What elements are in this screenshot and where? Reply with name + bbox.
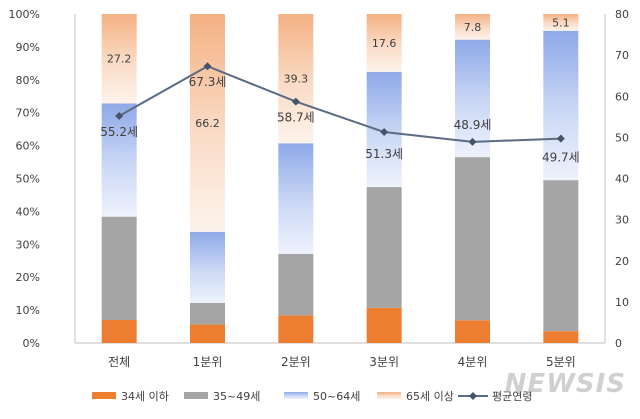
bar-segment (101, 216, 137, 320)
bar-segment (543, 30, 579, 181)
line-value-label: 67.3세 (189, 75, 227, 89)
bar-segment (366, 14, 402, 72)
bar-segment (190, 14, 225, 232)
legend-swatch (284, 392, 308, 399)
line-point (468, 137, 477, 146)
bar-value-label: 27.2 (107, 53, 132, 66)
legend-swatch (184, 392, 208, 399)
y-left-tick-label: 50% (16, 173, 40, 186)
bar-segment (455, 39, 490, 158)
bar-value-label: 7.8 (464, 21, 482, 34)
line-point (203, 62, 212, 71)
y-left-tick-label: 80% (16, 74, 40, 87)
x-tick-label: 3분위 (369, 355, 399, 369)
legend-label: 65세 이상 (406, 390, 454, 403)
bar-segment (543, 180, 579, 332)
bar-segment (366, 307, 402, 343)
legend-swatch (92, 392, 116, 399)
y-right-tick-label: 20 (615, 255, 629, 268)
bar-segment (366, 187, 402, 308)
y-left-tick-label: 40% (16, 205, 40, 218)
line-value-label: 49.7세 (542, 151, 580, 165)
y-left-tick-label: 70% (16, 107, 40, 120)
legend-line-marker (469, 392, 477, 400)
y-right-tick-label: 40 (615, 173, 629, 186)
bar-segment (278, 143, 314, 254)
y-right-tick-label: 30 (615, 214, 629, 227)
bar-value-label: 66.2 (195, 117, 220, 130)
line-point (380, 128, 389, 137)
line-value-label: 55.2세 (100, 125, 138, 139)
average-age-line (118, 65, 561, 143)
bar-segment (455, 320, 490, 343)
bar-segment (543, 331, 579, 343)
bar-segment (101, 103, 137, 217)
y-right-tick-label: 80 (615, 8, 629, 21)
newsis-watermark: NEWSIS (504, 369, 626, 399)
bar-segment (190, 324, 225, 343)
x-tick-label: 전체 (108, 355, 130, 369)
bar-segment (278, 253, 314, 316)
bar-segment (543, 14, 579, 31)
bar-value-label: 5.1 (552, 16, 570, 29)
legend-label: 35~49세 (213, 390, 260, 403)
legend-label: 34세 이하 (121, 389, 169, 403)
line-value-label: 51.3세 (365, 147, 403, 161)
bar-value-label: 17.6 (372, 37, 397, 50)
line-value-label: 48.9세 (454, 118, 492, 132)
legend-swatch (377, 392, 401, 399)
bar-segment (278, 14, 314, 144)
line-point (291, 97, 300, 106)
bar-segment (190, 302, 225, 325)
y-right-tick-label: 10 (615, 296, 629, 309)
y-left-tick-label: 10% (16, 304, 40, 317)
bar-segment (455, 157, 490, 321)
y-left-tick-label: 60% (16, 140, 40, 153)
x-tick-label: 5분위 (546, 355, 576, 369)
legend-label: 평균연령 (492, 390, 532, 403)
y-left-tick-label: 30% (16, 238, 40, 251)
y-right-tick-label: 70 (615, 49, 629, 62)
bar-segment (101, 319, 137, 343)
y-left-tick-label: 20% (16, 271, 40, 284)
bar-segment (455, 14, 490, 40)
legend-label: 50~64세 (313, 390, 360, 403)
line-point (556, 134, 565, 143)
bar-segment (278, 315, 314, 343)
y-left-tick-label: 100% (9, 8, 40, 21)
y-left-tick-label: 0% (23, 337, 40, 350)
y-right-tick-label: 60 (615, 90, 629, 103)
line-point (115, 111, 124, 120)
bar-value-label: 39.3 (284, 73, 309, 86)
y-right-tick-label: 0 (615, 337, 622, 350)
line-value-label: 58.7세 (277, 111, 315, 125)
x-tick-label: 1분위 (193, 355, 223, 369)
bar-segment (101, 14, 137, 104)
y-right-tick-label: 50 (615, 131, 629, 144)
x-tick-label: 2분위 (281, 355, 311, 369)
y-left-tick-label: 90% (16, 41, 40, 54)
x-tick-label: 4분위 (458, 355, 488, 369)
bar-segment (190, 231, 225, 303)
